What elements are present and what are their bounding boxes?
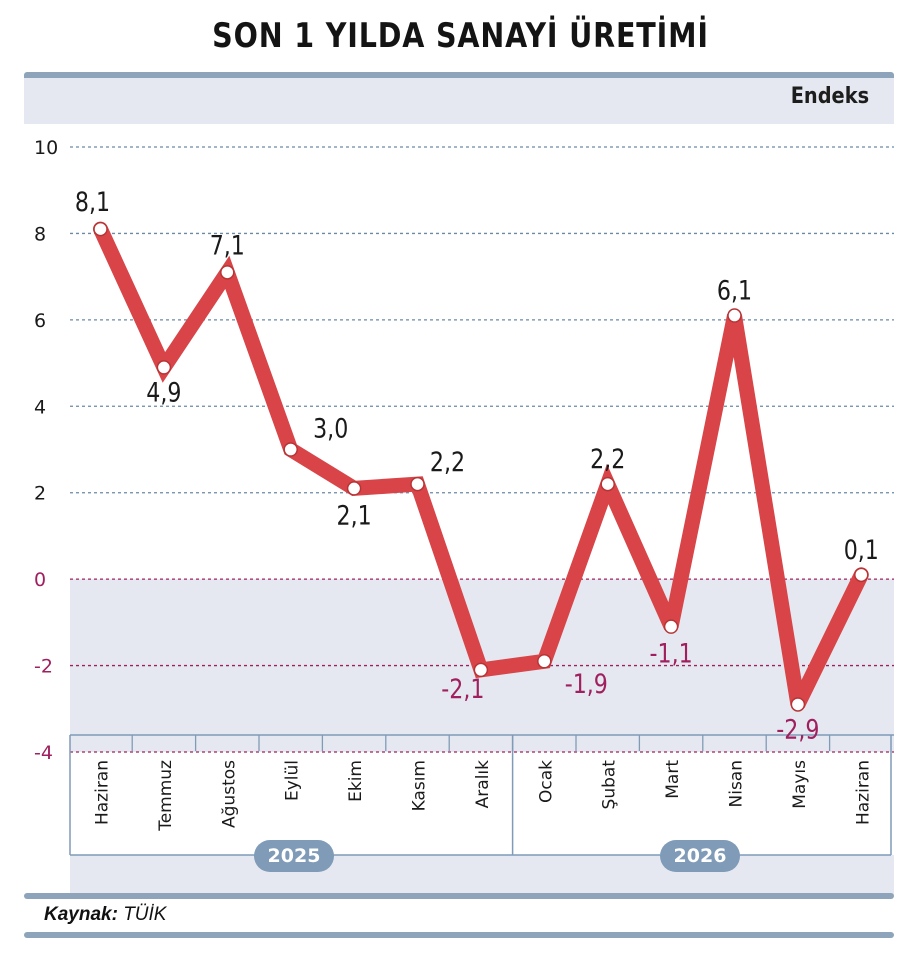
data-point	[663, 619, 679, 634]
data-label: 0,1	[844, 534, 879, 566]
y-tick-label: 2	[34, 483, 46, 505]
x-tick-label: Ağustos	[219, 760, 239, 828]
x-tick-label: Haziran	[93, 760, 113, 825]
x-tick-label: Nisan	[727, 760, 747, 808]
x-tick-label: Kasım	[410, 760, 430, 811]
y-tick-label: -2	[34, 656, 53, 678]
data-label: 3,0	[313, 412, 348, 444]
data-point	[410, 476, 425, 492]
data-label: -2,9	[776, 713, 819, 745]
data-label: 8,1	[75, 186, 110, 218]
data-point	[220, 265, 235, 280]
source-label: Kaynak:	[44, 904, 118, 925]
footer-divider	[24, 932, 894, 938]
y-axis-ticks: 10 8 6 4 2 0 -2 -4	[34, 137, 58, 764]
data-point	[600, 476, 615, 492]
data-point	[854, 567, 869, 583]
source-note: Kaynak: TÜİK	[44, 904, 166, 926]
x-tick-label: Mayıs	[790, 760, 810, 809]
unit-label: Endeks	[790, 84, 869, 109]
source-value: TÜİK	[123, 904, 167, 925]
data-label: 2,1	[337, 499, 372, 531]
data-points	[93, 221, 869, 712]
year-pill-2026: 2026	[660, 840, 740, 872]
x-tick-label: Haziran	[853, 760, 873, 825]
data-label: -1,9	[565, 668, 608, 700]
data-label: 6,1	[717, 274, 752, 306]
data-label: 2,2	[590, 443, 625, 475]
data-label: 2,2	[430, 446, 465, 478]
data-point	[537, 654, 552, 669]
header-band	[24, 78, 894, 124]
bottom-divider	[24, 893, 894, 899]
data-point	[346, 481, 362, 496]
x-axis: Haziran Temmuz Ağustos Eylül Ekim Kasım Aralık…	[69, 734, 894, 856]
x-tick-label: Aralık	[473, 760, 493, 808]
x-tick-label: Temmuz	[156, 760, 176, 832]
data-point	[790, 697, 806, 712]
y-tick-label: 10	[34, 137, 58, 159]
chart-title: SON 1 YILDA SANAYİ ÜRETİMİ	[212, 16, 709, 56]
x-tick-label: Şubat	[600, 760, 620, 810]
data-point	[727, 308, 742, 323]
data-point	[156, 360, 172, 375]
data-label: 4,9	[146, 376, 181, 408]
data-point	[473, 662, 489, 678]
data-point	[283, 442, 298, 457]
x-tick-label: Mart	[663, 760, 683, 799]
data-labels: 8,1 4,9 7,1 3,0 2,1 2,2 -2,1 -1,9 2,2 -1,1 6,1 -2,9…	[75, 186, 879, 745]
data-label: -2,1	[441, 673, 484, 705]
y-tick-label: 0	[34, 569, 46, 591]
y-tick-label: -4	[34, 742, 53, 764]
year-band	[70, 855, 894, 895]
data-label: 7,1	[210, 229, 245, 261]
x-tick-label: Ekim	[346, 760, 366, 802]
y-tick-label: 6	[34, 310, 46, 332]
y-tick-label: 8	[34, 223, 46, 245]
data-point	[93, 221, 108, 237]
x-tick-label: Ocak	[536, 760, 556, 803]
x-tick-label: Eylül	[283, 760, 303, 801]
y-tick-label: 4	[34, 396, 46, 418]
year-pill-2025: 2025	[254, 840, 334, 872]
data-label: -1,1	[650, 638, 693, 670]
top-divider	[24, 72, 894, 78]
